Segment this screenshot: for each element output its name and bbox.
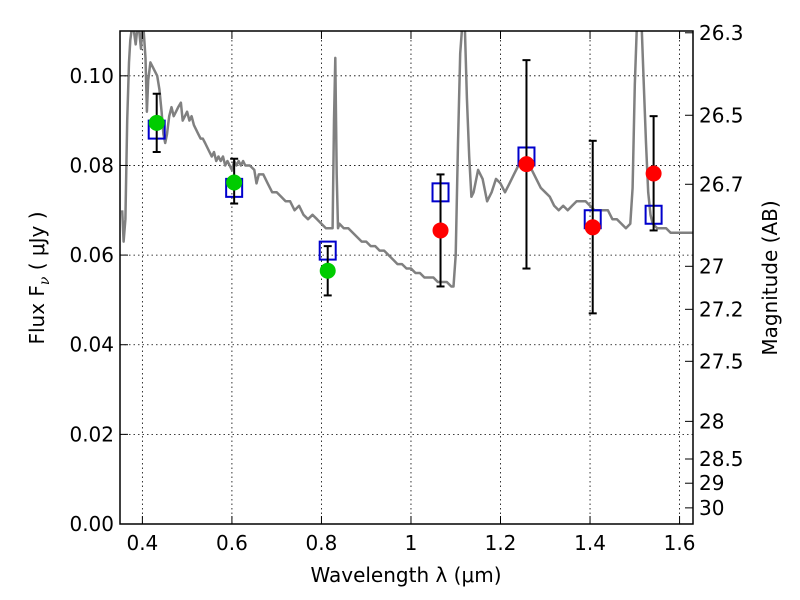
- right-tick-label: 27.2: [699, 297, 744, 321]
- right-tick-label: 30: [699, 496, 724, 520]
- right-tick-label: 26.7: [699, 172, 744, 196]
- ticks: 0.4 0.6 0.8 1 1.2 1.4 1.6 0.00 0.02 0.04 0.06 0.08 0…: [69, 21, 743, 555]
- right-axis-title: Magnitude (AB): [758, 200, 782, 355]
- observed-nir-point: [645, 165, 662, 182]
- x-tick-label: 1.2: [485, 531, 517, 555]
- y-tick-label: 0.00: [69, 512, 114, 536]
- x-axis-title: Wavelength λ (μm): [310, 563, 501, 587]
- x-tick-label: 0.4: [126, 531, 158, 555]
- y-axis-title-subscript: ν: [37, 276, 53, 285]
- y-axis-title-units: ( μJy ): [25, 211, 49, 276]
- observed-nir-point: [584, 219, 601, 236]
- right-tick-label: 27.5: [699, 349, 744, 373]
- y-tick-label: 0.08: [69, 153, 114, 177]
- model-spectrum-line: [120, 31, 693, 288]
- x-tick-label: 0.6: [216, 531, 248, 555]
- model-spectrum-layer: [120, 31, 693, 288]
- right-tick-label: 28.5: [699, 447, 744, 471]
- right-tick-label: 27: [699, 254, 724, 278]
- right-tick-label: 26.3: [699, 21, 744, 45]
- plot-frame: [119, 30, 694, 525]
- y-tick-label: 0.04: [69, 333, 114, 357]
- observed-nir-point: [518, 156, 535, 173]
- observed-optical-point: [319, 262, 336, 279]
- y-axis-title: Flux Fν ( μJy ): [25, 211, 53, 344]
- x-tick-label: 0.8: [306, 531, 338, 555]
- observed-optical-point: [148, 114, 165, 131]
- observed-optical-point: [226, 174, 243, 191]
- model-band-layer: [147, 119, 663, 261]
- x-tick-label: 1.6: [664, 531, 696, 555]
- observed-points-layer: [148, 59, 662, 315]
- grid: [120, 31, 693, 525]
- right-tick-label: 28: [699, 409, 724, 433]
- x-tick-label: 1.4: [574, 531, 606, 555]
- observed-nir-point: [432, 222, 449, 239]
- right-tick-label: 29: [699, 471, 724, 495]
- x-tick-label: 1: [405, 531, 418, 555]
- y-tick-label: 0.02: [69, 422, 114, 446]
- y-tick-label: 0.10: [69, 64, 114, 88]
- right-tick-label: 26.5: [699, 103, 744, 127]
- y-axis-title-main: Flux F: [25, 285, 49, 344]
- y-tick-label: 0.06: [69, 243, 114, 267]
